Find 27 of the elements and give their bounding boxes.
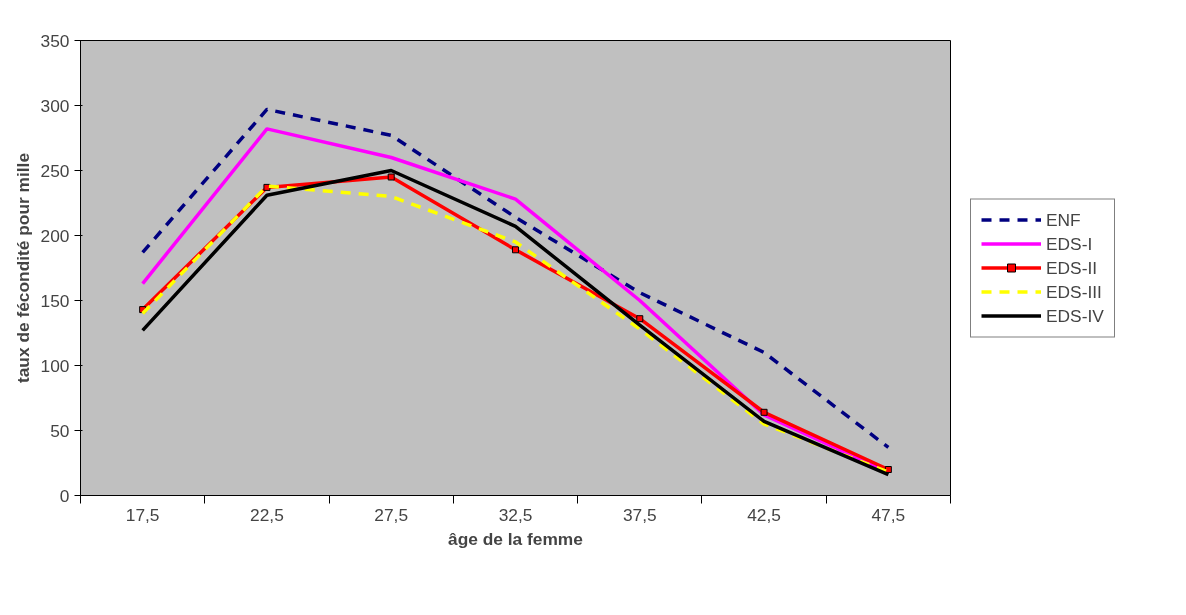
y-tick-label: 250 <box>40 160 70 181</box>
point <box>512 246 519 254</box>
y-tick-label: 150 <box>40 290 70 311</box>
y-tick-label: 100 <box>40 355 70 376</box>
y-axis-title: taux de fécondité pour mille <box>12 152 33 384</box>
y-tick-label: 50 <box>50 420 70 441</box>
x-tick-label: 27,5 <box>374 504 409 525</box>
point <box>636 315 644 323</box>
x-tick-label: 47,5 <box>871 504 906 525</box>
x-tick-label: 37,5 <box>622 504 657 525</box>
point <box>387 173 395 181</box>
x-tick-label: 42,5 <box>747 504 781 525</box>
legend-label: EDS-III <box>1046 281 1102 302</box>
y-tick-label: 0 <box>59 485 70 506</box>
y-tick-label: 350 <box>40 30 70 51</box>
point <box>760 408 768 416</box>
legend-label: EDS-I <box>1046 233 1093 254</box>
legend-label: EDS-II <box>1046 257 1098 278</box>
x-tick-label: 17,5 <box>125 504 160 525</box>
x-tick-label: 22,5 <box>250 504 284 525</box>
legend-label: ENF <box>1046 209 1081 230</box>
x-tick-label: 32,5 <box>498 504 533 525</box>
x-axis-title: âge de la femme <box>448 528 584 549</box>
y-tick-label: 300 <box>40 95 70 116</box>
y-tick-label: 200 <box>40 225 70 246</box>
legend-label: EDS-IV <box>1046 305 1104 326</box>
point <box>263 183 271 191</box>
